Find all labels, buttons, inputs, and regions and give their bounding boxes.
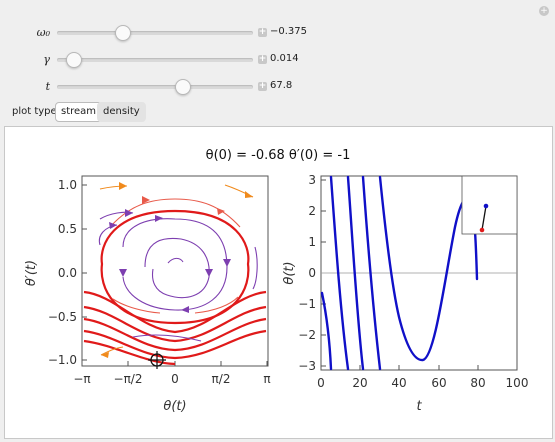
omega0-control: ω₀ + −0.375 <box>0 23 555 43</box>
phase-ytick-2: 0.5 <box>58 222 77 236</box>
time-ytick-6: −2 <box>298 328 316 342</box>
phase-arrowheads <box>109 209 231 313</box>
phase-red-streams <box>83 209 267 366</box>
time-xtick-6: 100 <box>506 376 529 390</box>
time-xtick-4: 60 <box>431 376 446 390</box>
t-label: t <box>45 80 50 93</box>
phase-ytick-1: 1.0 <box>58 178 77 192</box>
pendulum-bob <box>479 227 485 233</box>
stream-button[interactable]: stream <box>55 102 103 122</box>
gamma-slider[interactable] <box>57 52 253 68</box>
gamma-expand-icon[interactable]: + <box>258 54 267 64</box>
phase-xtick-3: 0 <box>171 372 179 386</box>
t-expand-icon[interactable]: + <box>258 81 267 91</box>
phase-ytick-4: −0.5 <box>48 310 77 324</box>
gamma-value: 0.014 <box>270 53 299 64</box>
t-control: t + 67.8 <box>0 77 555 97</box>
plot-type-label: plot type <box>12 106 57 117</box>
time-ytick-1: 3 <box>308 173 316 187</box>
time-xtick-2: 20 <box>352 376 367 390</box>
time-ytick-4: 0 <box>308 266 316 280</box>
time-xlabel: t <box>416 399 422 414</box>
t-slider[interactable] <box>57 79 253 95</box>
time-ytick-3: 1 <box>308 235 316 249</box>
phase-xtick-4: π/2 <box>212 372 231 386</box>
phase-xtick-1: −π <box>73 372 90 386</box>
omega0-value: −0.375 <box>270 26 308 37</box>
time-ytick-5: −1 <box>298 297 316 311</box>
phase-portrait: −π −π/2 0 π/2 π 1.0 0.5 0.0 −0.5 −1.0 θ(… <box>24 175 271 414</box>
gamma-label: γ <box>43 53 50 66</box>
omega0-expand-icon[interactable]: + <box>258 27 267 37</box>
omega0-slider[interactable] <box>57 25 253 41</box>
output-panel: θ(0) = -0.68 θ′(0) = -1 −π −π/2 0 π/2 π … <box>4 126 553 439</box>
t-slider-knob[interactable] <box>175 79 192 95</box>
gamma-control: γ + 0.014 <box>0 50 555 70</box>
phase-xtick-5: π <box>263 372 270 386</box>
phase-ytick-5: −1.0 <box>48 353 77 367</box>
phase-ylabel: θ′(t) <box>24 260 39 286</box>
phase-xtick-2: −π/2 <box>114 372 143 386</box>
close-icon[interactable]: + <box>539 6 549 16</box>
time-xtick-1: 0 <box>317 376 325 390</box>
phase-frame <box>81 175 269 367</box>
gamma-slider-knob[interactable] <box>66 52 83 68</box>
plot-title: θ(0) = -0.68 θ′(0) = -1 <box>206 148 351 163</box>
time-series-plot: 0 20 40 60 80 100 3 2 1 0 −1 −2 −3 t θ(t… <box>282 173 528 414</box>
plots-canvas: θ(0) = -0.68 θ′(0) = -1 −π −π/2 0 π/2 π … <box>24 148 528 414</box>
phase-ytick-3: 0.0 <box>58 266 77 280</box>
time-xtick-3: 40 <box>391 376 406 390</box>
omega0-slider-knob[interactable] <box>115 25 132 41</box>
time-xtick-5: 80 <box>470 376 485 390</box>
time-ytick-2: 2 <box>308 204 316 218</box>
density-button[interactable]: density <box>97 102 146 122</box>
time-ytick-7: −3 <box>298 359 316 373</box>
pendulum-inset <box>461 175 518 235</box>
t-value: 67.8 <box>270 80 293 91</box>
time-ylabel: θ(t) <box>282 261 297 284</box>
phase-xlabel: θ(t) <box>163 399 186 414</box>
pendulum-pivot <box>483 203 489 209</box>
omega0-label: ω₀ <box>36 26 50 39</box>
initial-condition-marker[interactable] <box>148 351 166 369</box>
